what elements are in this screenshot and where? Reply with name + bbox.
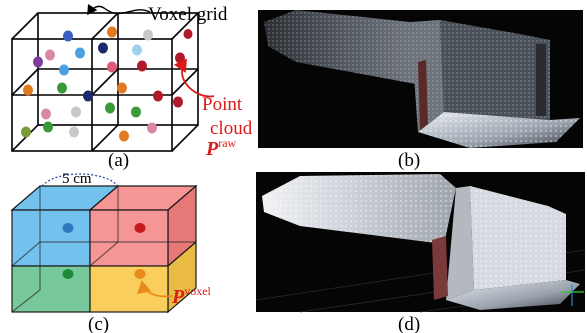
point-dot	[57, 82, 67, 94]
point-dot	[45, 49, 55, 61]
point-dot	[69, 126, 79, 138]
caption-b: (b)	[398, 150, 420, 171]
point-cloud-arrow	[173, 58, 215, 98]
panel-d: (d)	[255, 172, 586, 333]
point-dot	[137, 60, 147, 72]
voxel-yellow	[89, 265, 169, 313]
door-b	[418, 60, 428, 130]
voxel-point	[134, 223, 146, 233]
voxel-grid-wireframe	[11, 12, 199, 152]
point-cloud-dots	[21, 26, 193, 142]
point-dot	[131, 106, 141, 118]
point-dot	[23, 84, 33, 96]
p-voxel-arrow	[137, 280, 173, 298]
point-dot	[71, 106, 81, 118]
point-dot	[107, 26, 117, 38]
point-dot	[63, 30, 73, 42]
caption-d: (d)	[398, 314, 420, 333]
point-dot	[98, 42, 108, 54]
voxel-point	[62, 269, 74, 279]
point-dot	[175, 52, 185, 64]
point-dot	[147, 122, 157, 134]
caption-a: (a)	[108, 150, 129, 171]
point-dot	[33, 56, 43, 68]
panel-b: (b)	[258, 10, 583, 171]
voxel-grid-label: Voxel grid	[148, 4, 228, 25]
point-dot	[59, 64, 69, 76]
voxel-blocks	[10, 184, 198, 314]
point-cloud-label-line2: cloud	[210, 118, 253, 139]
dimension-label: 5 cm	[62, 171, 92, 187]
point-dot	[83, 90, 93, 102]
point-dot	[41, 108, 51, 120]
voxel-grid-arrow	[87, 3, 151, 16]
point-dot	[143, 29, 153, 41]
point-dot	[21, 126, 31, 138]
door-d	[432, 236, 448, 300]
dimension-arc	[41, 173, 119, 187]
p-voxel-symbol: Pvoxel	[171, 284, 212, 308]
p-raw-symbol: Praw	[205, 136, 237, 160]
voxel-green	[11, 265, 91, 313]
voxel-point	[62, 223, 74, 233]
floor-d	[446, 280, 580, 310]
point-dot	[132, 44, 142, 56]
point-cloud-label-line1: Point	[202, 94, 243, 115]
point-dot	[43, 121, 53, 133]
voxel-centroids	[62, 223, 146, 279]
point-dot	[183, 29, 193, 39]
point-dot	[107, 61, 117, 73]
panel-c: 5 cm Pvoxel (c)	[10, 171, 212, 333]
panel-a: Voxel grid Point cloud Praw (a)	[11, 3, 253, 171]
point-dot	[75, 47, 85, 59]
point-dot	[105, 102, 115, 114]
point-dot	[119, 130, 129, 142]
caption-c: (c)	[88, 314, 109, 333]
point-dot	[153, 90, 163, 102]
voxel-point	[134, 269, 146, 279]
wall-back-d	[446, 186, 474, 300]
point-dot	[173, 96, 183, 108]
point-dot	[117, 82, 127, 94]
